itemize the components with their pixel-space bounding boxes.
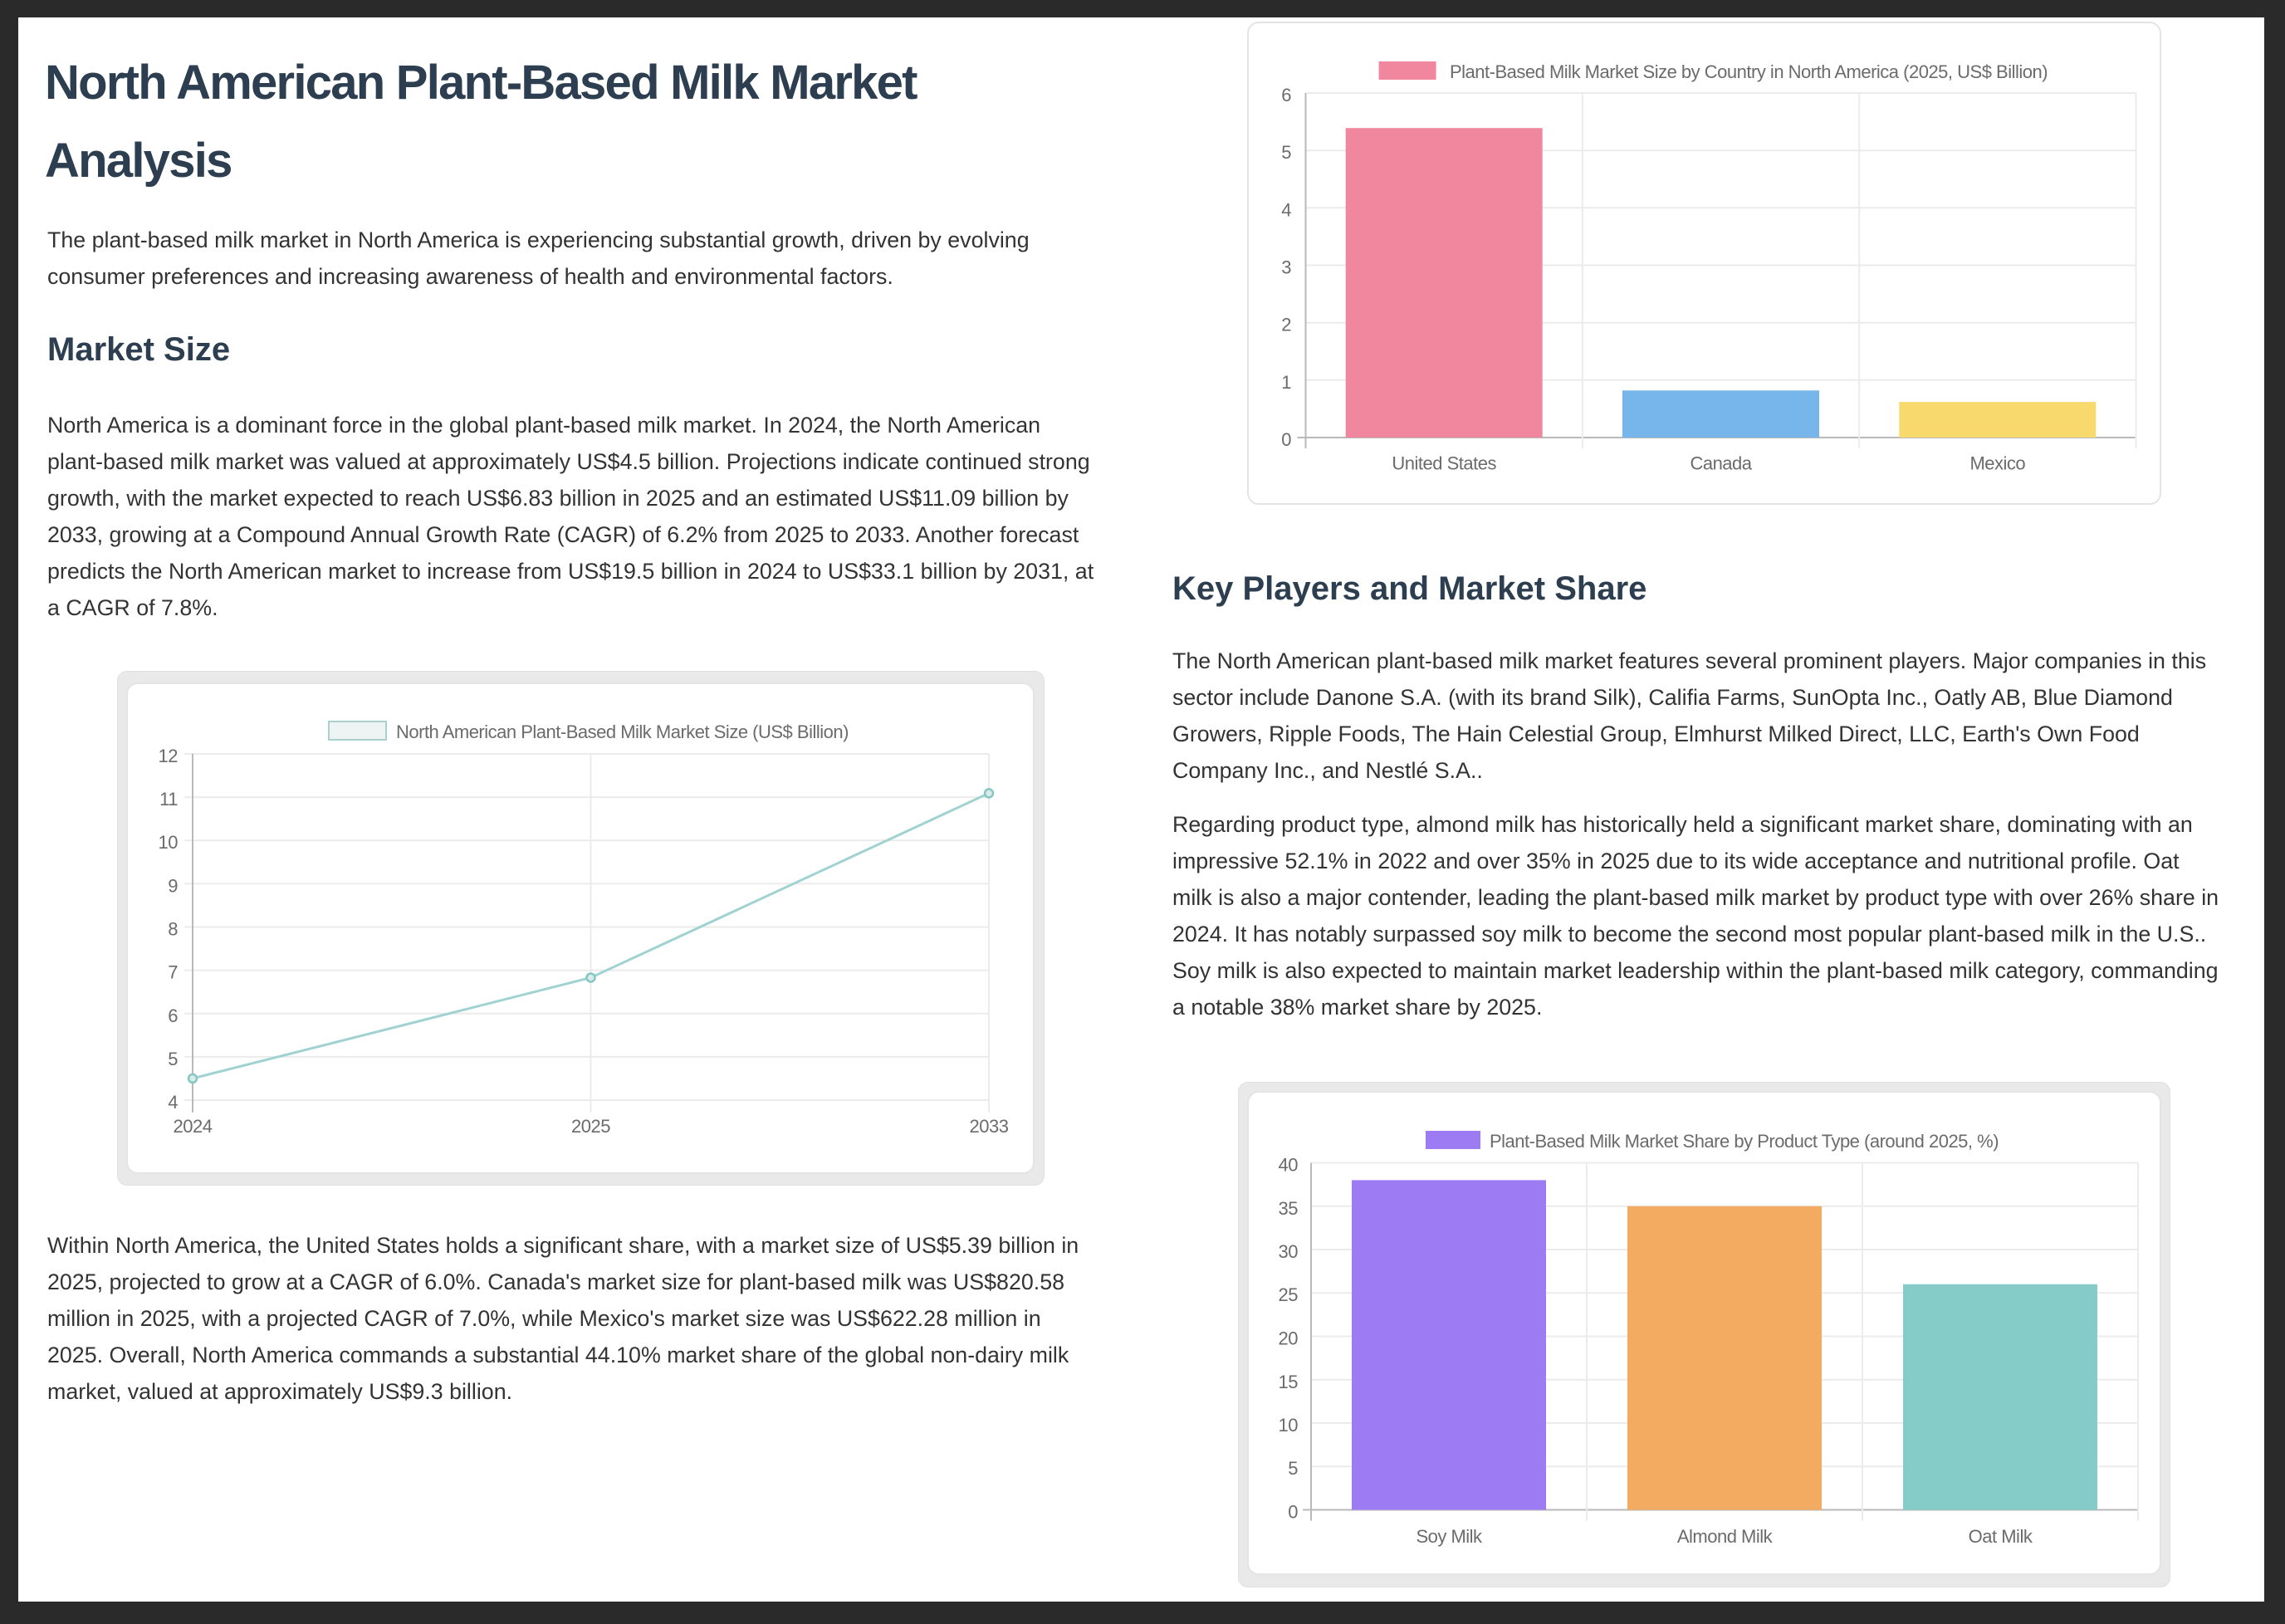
svg-text:Canada: Canada (1690, 453, 1752, 474)
svg-text:0: 0 (1281, 429, 1291, 450)
svg-text:5: 5 (168, 1049, 178, 1069)
svg-text:Mexico: Mexico (1969, 453, 2025, 474)
svg-text:2: 2 (1281, 315, 1291, 335)
svg-text:10: 10 (159, 832, 179, 853)
svg-text:10: 10 (1279, 1415, 1299, 1436)
svg-text:5: 5 (1281, 142, 1291, 163)
svg-text:North American Plant-Based Mil: North American Plant-Based Milk Market S… (396, 722, 849, 742)
svg-text:5: 5 (1288, 1458, 1298, 1479)
svg-text:8: 8 (168, 919, 178, 940)
svg-text:0: 0 (1288, 1502, 1298, 1523)
svg-text:4: 4 (1281, 199, 1291, 220)
svg-text:Plant-Based Milk Market Share: Plant-Based Milk Market Share by Product… (1490, 1131, 1999, 1152)
svg-text:15: 15 (1279, 1372, 1299, 1392)
svg-text:4: 4 (168, 1092, 178, 1113)
svg-text:30: 30 (1279, 1241, 1299, 1262)
svg-text:2033: 2033 (970, 1116, 1009, 1137)
svg-text:11: 11 (159, 789, 178, 810)
svg-text:7: 7 (168, 962, 178, 983)
svg-text:Oat Milk: Oat Milk (1969, 1526, 2033, 1547)
svg-text:35: 35 (1279, 1198, 1299, 1219)
svg-text:6: 6 (168, 1005, 178, 1026)
svg-text:Plant-Based Milk Market Size b: Plant-Based Milk Market Size by Country … (1450, 61, 2048, 82)
svg-text:25: 25 (1279, 1284, 1299, 1305)
svg-text:1: 1 (1281, 372, 1291, 393)
svg-text:9: 9 (168, 875, 178, 896)
svg-text:Almond Milk: Almond Milk (1677, 1526, 1774, 1547)
svg-text:2024: 2024 (174, 1116, 213, 1137)
svg-text:3: 3 (1281, 257, 1291, 278)
svg-text:12: 12 (159, 746, 179, 766)
svg-text:6: 6 (1281, 85, 1291, 105)
svg-text:40: 40 (1279, 1155, 1299, 1176)
svg-text:20: 20 (1279, 1328, 1299, 1349)
svg-text:Soy Milk: Soy Milk (1416, 1526, 1483, 1547)
svg-text:2025: 2025 (571, 1116, 610, 1137)
svg-text:United States: United States (1392, 453, 1496, 474)
